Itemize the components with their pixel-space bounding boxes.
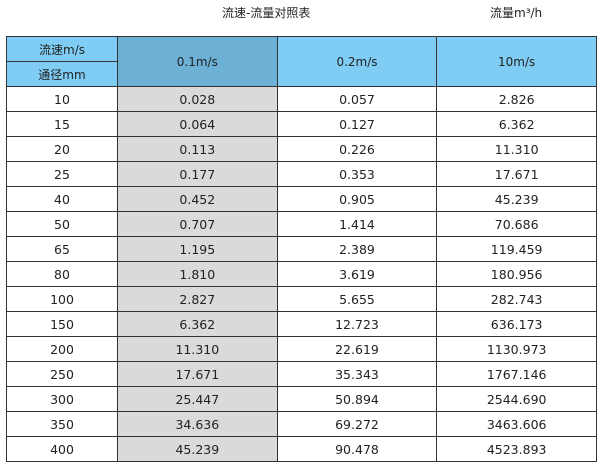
flow-cell: 17.671 — [117, 361, 278, 387]
flow-cell: 34.636 — [117, 411, 278, 437]
flow-cell: 6.362 — [436, 111, 597, 137]
diameter-cell: 20 — [6, 136, 118, 162]
flow-cell: 1.414 — [276, 211, 438, 237]
flow-cell: 22.619 — [276, 336, 438, 362]
diameter-cell: 400 — [6, 436, 118, 462]
table-row: 10 0.028 0.057 2.826 — [6, 86, 597, 112]
column-header: 0.1m/s — [117, 36, 278, 87]
flow-cell: 17.671 — [436, 161, 597, 187]
table-row: 400 45.239 90.478 4523.893 — [6, 436, 597, 462]
flow-cell: 0.177 — [117, 161, 278, 187]
diameter-cell: 250 — [6, 361, 118, 387]
table-row: 300 25.447 50.894 2544.690 — [6, 386, 597, 412]
table-row: 20 0.113 0.226 11.310 — [6, 136, 597, 162]
column-header: 10m/s — [436, 36, 597, 87]
table-row: 25 0.177 0.353 17.671 — [6, 161, 597, 187]
flow-cell: 4523.893 — [436, 436, 597, 462]
flow-table: 流速m/s 0.1m/s 0.2m/s 10m/s 通径mm 10 0.028 0.… — [6, 36, 597, 462]
diameter-header: 通径mm — [6, 61, 118, 87]
flow-cell: 50.894 — [276, 386, 438, 412]
flow-cell: 0.057 — [276, 86, 438, 112]
flow-cell: 25.447 — [117, 386, 278, 412]
column-header: 0.2m/s — [276, 36, 438, 87]
flow-cell: 1.195 — [117, 236, 278, 262]
unit-label: 流量m³/h — [490, 6, 543, 20]
flow-cell: 6.362 — [117, 311, 278, 337]
diameter-cell: 200 — [6, 336, 118, 362]
table-row: 50 0.707 1.414 70.686 — [6, 211, 597, 237]
diameter-cell: 100 — [6, 286, 118, 312]
table-row: 250 17.671 35.343 1767.146 — [6, 361, 597, 387]
flow-cell: 636.173 — [436, 311, 597, 337]
diameter-cell: 65 — [6, 236, 118, 262]
speed-header: 流速m/s — [6, 36, 118, 62]
flow-cell: 0.226 — [276, 136, 438, 162]
flow-cell: 2544.690 — [436, 386, 597, 412]
table-row: 65 1.195 2.389 119.459 — [6, 236, 597, 262]
flow-cell: 2.827 — [117, 286, 278, 312]
flow-cell: 0.707 — [117, 211, 278, 237]
flow-cell: 0.113 — [117, 136, 278, 162]
flow-cell: 3.619 — [276, 261, 438, 287]
flow-cell: 0.064 — [117, 111, 278, 137]
table-row: 100 2.827 5.655 282.743 — [6, 286, 597, 312]
flow-cell: 45.239 — [117, 436, 278, 462]
flow-cell: 1767.146 — [436, 361, 597, 387]
diameter-cell: 50 — [6, 211, 118, 237]
flow-cell: 90.478 — [276, 436, 438, 462]
flow-cell: 2.826 — [436, 86, 597, 112]
table-row: 40 0.452 0.905 45.239 — [6, 186, 597, 212]
flow-cell: 119.459 — [436, 236, 597, 262]
flow-cell: 45.239 — [436, 186, 597, 212]
flow-cell: 1130.973 — [436, 336, 597, 362]
table-row: 80 1.810 3.619 180.956 — [6, 261, 597, 287]
flow-cell: 0.905 — [276, 186, 438, 212]
flow-cell: 69.272 — [276, 411, 438, 437]
flow-cell: 2.389 — [276, 236, 438, 262]
flow-cell: 0.452 — [117, 186, 278, 212]
flow-cell: 0.353 — [276, 161, 438, 187]
flow-cell: 70.686 — [436, 211, 597, 237]
flow-cell: 11.310 — [117, 336, 278, 362]
diameter-cell: 350 — [6, 411, 118, 437]
flow-cell: 1.810 — [117, 261, 278, 287]
flow-cell: 0.028 — [117, 86, 278, 112]
flow-cell: 3463.606 — [436, 411, 597, 437]
diameter-cell: 300 — [6, 386, 118, 412]
table-row: 15 0.064 0.127 6.362 — [6, 111, 597, 137]
diameter-cell: 150 — [6, 311, 118, 337]
flow-cell: 0.127 — [276, 111, 438, 137]
table-row: 150 6.362 12.723 636.173 — [6, 311, 597, 337]
diameter-cell: 40 — [6, 186, 118, 212]
flow-cell: 12.723 — [276, 311, 438, 337]
flow-cell: 282.743 — [436, 286, 597, 312]
diameter-cell: 80 — [6, 261, 118, 287]
table-title: 流速-流量对照表 — [222, 6, 311, 20]
flow-cell: 11.310 — [436, 136, 597, 162]
diameter-cell: 15 — [6, 111, 118, 137]
table-row: 350 34.636 69.272 3463.606 — [6, 411, 597, 437]
flow-cell: 5.655 — [276, 286, 438, 312]
flow-cell: 180.956 — [436, 261, 597, 287]
table-row: 200 11.310 22.619 1130.973 — [6, 336, 597, 362]
diameter-cell: 10 — [6, 86, 118, 112]
flow-cell: 35.343 — [276, 361, 438, 387]
diameter-cell: 25 — [6, 161, 118, 187]
